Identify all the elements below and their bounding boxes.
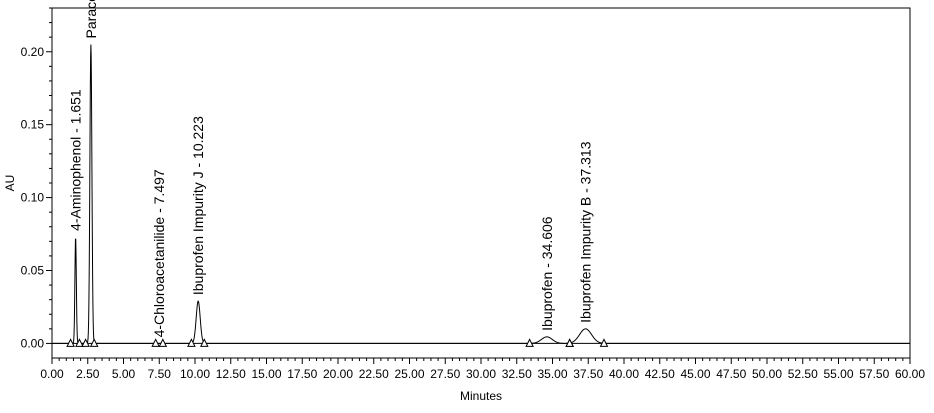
y-tick-label: 0.10 bbox=[21, 191, 45, 205]
x-tick-label: 60.00 bbox=[895, 367, 925, 381]
trace-group bbox=[52, 44, 910, 344]
axes-group: 0.00 2.50 5.00 7.50 10.00 12.50 15.00 17.50 20.0… bbox=[21, 7, 925, 381]
x-tick-label: 2.50 bbox=[76, 367, 100, 381]
x-tick-label: 35.00 bbox=[537, 367, 567, 381]
peak-start-marker bbox=[151, 338, 160, 347]
x-tick-label: 12.50 bbox=[216, 367, 246, 381]
x-tick-label: 45.00 bbox=[680, 367, 710, 381]
x-tick-label: 47.50 bbox=[716, 367, 746, 381]
x-tick-label: 30.00 bbox=[466, 367, 496, 381]
peak-end-marker bbox=[75, 338, 84, 347]
peak-label: Ibuprofen Impurity J - 10.223 bbox=[190, 116, 206, 295]
x-tick-label: 25.00 bbox=[394, 367, 424, 381]
peak-markers-group bbox=[66, 338, 609, 347]
x-tick-label: 10.00 bbox=[180, 367, 210, 381]
y-tick-label: 0.05 bbox=[21, 264, 45, 278]
x-tick-label: 40.00 bbox=[609, 367, 639, 381]
x-tick-label: 17.50 bbox=[287, 367, 317, 381]
peak-label: Ibuprofen - 34.606 bbox=[539, 216, 555, 331]
x-tick-label: 27.50 bbox=[430, 367, 460, 381]
peak-start-marker bbox=[81, 338, 90, 347]
x-tick-label: 0.00 bbox=[40, 367, 64, 381]
y-tick-label: 0.00 bbox=[21, 336, 45, 350]
x-tick-label: 22.50 bbox=[359, 367, 389, 381]
peak-label: Ibuprofen Impurity B - 37.313 bbox=[578, 141, 594, 323]
y-tick-label: 0.20 bbox=[21, 45, 45, 59]
y-tick-label: 0.15 bbox=[21, 118, 45, 132]
chromatogram-trace bbox=[52, 44, 910, 344]
x-tick-label: 32.50 bbox=[502, 367, 532, 381]
x-axis-title: Minutes bbox=[460, 389, 502, 403]
peak-labels-group: 4-Aminophenol - 1.651 Paracetamol - 2.720… bbox=[68, 0, 594, 337]
peak-end-marker bbox=[158, 338, 168, 347]
peak-start-marker bbox=[187, 338, 196, 347]
peak-start-marker bbox=[66, 338, 75, 347]
x-tick-label: 57.50 bbox=[859, 367, 889, 381]
peak-end-marker bbox=[599, 338, 609, 347]
peak-label: 4-Chloroacetanilide - 7.497 bbox=[151, 169, 167, 337]
peak-end-marker bbox=[89, 338, 99, 347]
x-tick-label: 20.00 bbox=[323, 367, 353, 381]
peak-start-marker bbox=[525, 338, 534, 347]
x-tick-label: 7.50 bbox=[148, 367, 172, 381]
peak-label: Paracetamol - 2.720 bbox=[83, 0, 99, 38]
x-tick-label: 52.50 bbox=[788, 367, 818, 381]
plot-frame bbox=[51, 7, 911, 359]
x-tick-label: 55.00 bbox=[823, 367, 853, 381]
x-tick-label: 15.00 bbox=[251, 367, 281, 381]
x-tick-label: 5.00 bbox=[112, 367, 136, 381]
y-axis-title: AU bbox=[3, 175, 17, 192]
x-tick-label: 37.50 bbox=[573, 367, 603, 381]
peak-end-marker bbox=[199, 338, 209, 347]
x-tick-label: 42.50 bbox=[645, 367, 675, 381]
x-tick-label: 50.00 bbox=[752, 367, 782, 381]
peak-label: 4-Aminophenol - 1.651 bbox=[68, 89, 84, 231]
peak-start-marker bbox=[565, 338, 574, 347]
